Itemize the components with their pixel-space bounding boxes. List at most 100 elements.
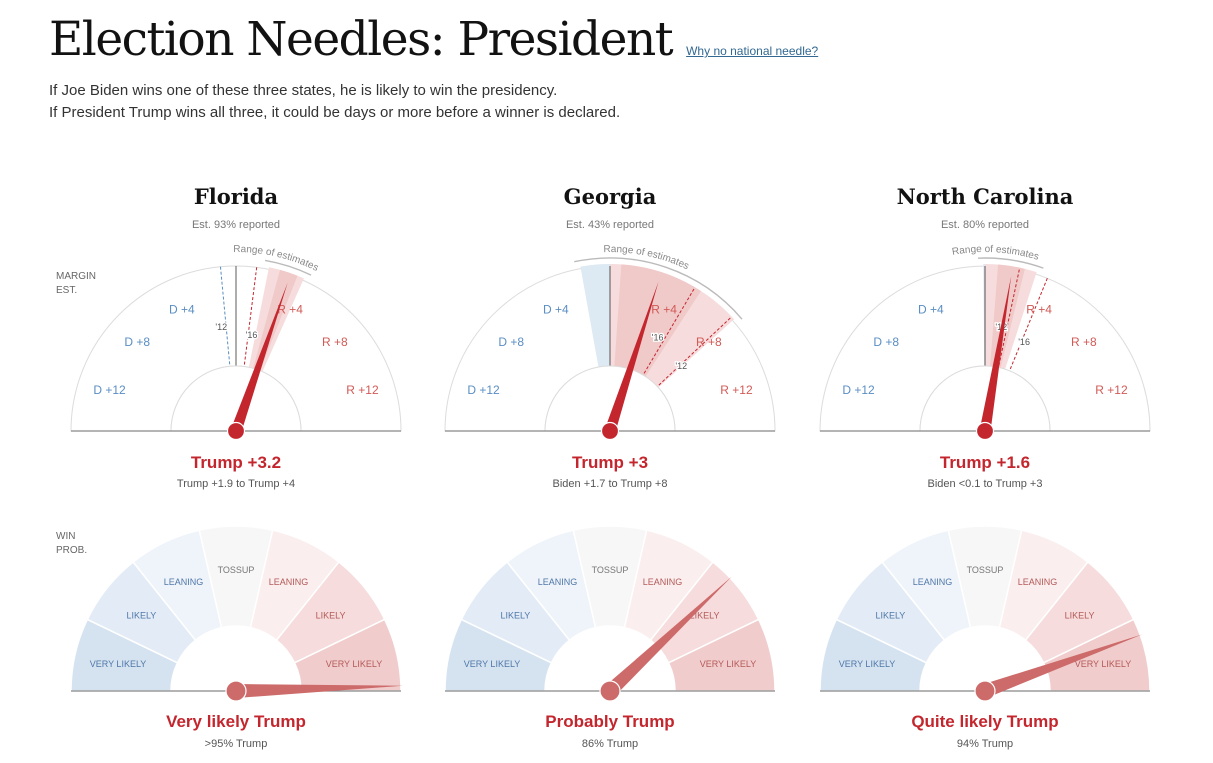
win-band-label: LEANING xyxy=(538,577,578,587)
win-needle xyxy=(605,576,732,697)
win-headline: Very likely Trump xyxy=(166,712,306,731)
win-band-label: VERY LIKELY xyxy=(700,659,757,669)
win-band-label: VERY LIKELY xyxy=(326,659,383,669)
win-needle-hub xyxy=(225,680,247,702)
margin-tick-label: R +8 xyxy=(322,335,348,349)
win-band-label: LIKELY xyxy=(500,611,530,621)
margin-tick-label: R +12 xyxy=(346,383,379,397)
state-title: Florida xyxy=(194,184,279,209)
margin-headline: Trump +1.6 xyxy=(940,453,1030,472)
range-estimate-arc xyxy=(977,257,1044,269)
win-band-label: LEANING xyxy=(164,577,204,587)
win-band-label: LIKELY xyxy=(1065,611,1095,621)
win-needle xyxy=(235,684,403,698)
margin-tick-label: D +12 xyxy=(93,383,126,397)
margin-tick-label: R +8 xyxy=(696,335,722,349)
intro-line-1: If Joe Biden wins one of these three sta… xyxy=(49,82,558,99)
history-line-12 xyxy=(219,266,231,365)
win-band-label: VERY LIKELY xyxy=(1075,659,1132,669)
history-label: '16 xyxy=(246,330,258,340)
margin-range-text: Trump +1.9 to Trump +4 xyxy=(177,478,295,490)
range-estimate-arc xyxy=(574,257,743,320)
margin-headline: Trump +3 xyxy=(572,453,648,472)
margin-tick-label: R +4 xyxy=(1026,302,1052,316)
margin-tick-label: R +8 xyxy=(1071,335,1097,349)
range-estimate-biden-band xyxy=(983,264,985,367)
margin-needle xyxy=(604,281,659,433)
margin-tick-label: R +12 xyxy=(1095,383,1128,397)
margin-gauge-hub-area xyxy=(544,365,676,432)
win-band-label: LIKELY xyxy=(316,611,346,621)
win-needle-hub xyxy=(974,680,996,702)
margin-tick-label: D +4 xyxy=(918,302,944,316)
range-of-estimates-label: Range of estimates xyxy=(951,244,1040,263)
margin-needle-hub xyxy=(226,421,246,441)
margin-tick-label: R +12 xyxy=(720,383,753,397)
margin-needle-hub xyxy=(600,421,620,441)
win-label-line-2: PROB. xyxy=(56,545,87,556)
win-probability-text: >95% Trump xyxy=(205,738,268,750)
margin-needle-hub xyxy=(975,421,995,441)
reported-estimate: Est. 80% reported xyxy=(941,219,1029,231)
range-estimate-biden-band xyxy=(580,264,610,368)
state-title: Georgia xyxy=(564,184,657,209)
history-line-12 xyxy=(998,269,1020,366)
win-needle-hub xyxy=(599,680,621,702)
win-label-line-1: WIN xyxy=(56,531,75,542)
range-of-estimates-textpath: Range of estimates xyxy=(951,244,1040,263)
win-band-label: LIKELY xyxy=(875,611,905,621)
history-label: '16 xyxy=(1018,337,1030,347)
win-band-label: VERY LIKELY xyxy=(464,659,521,669)
history-line-16 xyxy=(1009,278,1048,370)
win-band-label: LEANING xyxy=(643,577,683,587)
win-band-label: TOSSUP xyxy=(592,565,629,575)
margin-headline: Trump +3.2 xyxy=(191,453,281,472)
range-estimate-arc xyxy=(264,259,312,276)
margin-tick-label: D +4 xyxy=(543,302,569,316)
win-band-label: LEANING xyxy=(269,577,309,587)
margin-tick-label: D +4 xyxy=(169,302,195,316)
margin-needle xyxy=(230,282,288,433)
win-band-label: TOSSUP xyxy=(967,565,1004,575)
win-band-label: LEANING xyxy=(1018,577,1058,587)
history-line-16 xyxy=(243,267,258,365)
history-label: '12 xyxy=(215,322,227,332)
margin-label-line-1: MARGIN xyxy=(56,271,96,282)
win-headline: Probably Trump xyxy=(545,712,674,731)
intro-line-2: If President Trump wins all three, it co… xyxy=(49,104,621,121)
win-band-label: LIKELY xyxy=(690,611,720,621)
win-band-label: VERY LIKELY xyxy=(90,659,147,669)
margin-tick-label: D +12 xyxy=(842,383,875,397)
win-band-label: TOSSUP xyxy=(218,565,255,575)
win-band-label: VERY LIKELY xyxy=(839,659,896,669)
margin-tick-label: D +8 xyxy=(873,335,899,349)
margin-gauge-hub-area xyxy=(170,365,302,432)
state-gauge-north-carolina: North Carolina Est. 80% reported Range of … xyxy=(819,184,1151,750)
history-line-16 xyxy=(643,288,695,374)
win-probability-text: 94% Trump xyxy=(957,738,1013,750)
reported-estimate: Est. 93% reported xyxy=(192,219,280,231)
margin-range-text: Biden <0.1 to Trump +3 xyxy=(928,478,1043,490)
why-no-national-needle-link[interactable]: Why no national needle? xyxy=(686,44,819,58)
margin-needle xyxy=(979,276,1012,432)
state-title: North Carolina xyxy=(897,184,1074,209)
margin-tick-label: D +8 xyxy=(498,335,524,349)
header: Election Needles: President Why no natio… xyxy=(49,10,1199,124)
win-needle xyxy=(982,634,1143,698)
intro: If Joe Biden wins one of these three sta… xyxy=(49,80,1199,124)
margin-tick-label: R +4 xyxy=(651,302,677,316)
margin-tick-label: D +12 xyxy=(467,383,500,397)
win-band-label: LIKELY xyxy=(126,611,156,621)
margin-label-line-2: EST. xyxy=(56,285,77,296)
reported-estimate: Est. 43% reported xyxy=(566,219,654,231)
history-label: '12 xyxy=(675,361,687,371)
page-title: Election Needles: President xyxy=(49,12,674,67)
margin-tick-label: R +4 xyxy=(277,302,303,316)
history-line-12 xyxy=(658,317,731,386)
margin-tick-label: D +8 xyxy=(124,335,150,349)
win-headline: Quite likely Trump xyxy=(911,712,1058,731)
margin-gauge-hub-area xyxy=(919,365,1051,432)
